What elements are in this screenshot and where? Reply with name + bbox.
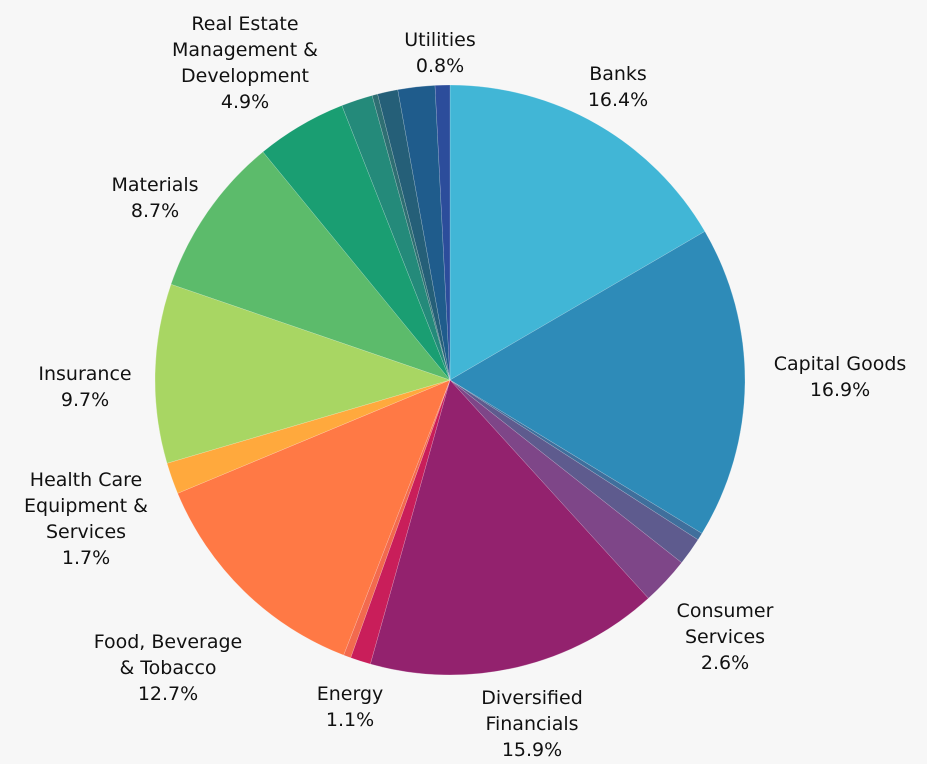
slice-segment-7 [343,379,451,659]
slice-utilities [434,84,451,381]
label-capital-goods: Capital Goods 16.9% [774,353,907,401]
slice-real-estate-management-development [341,95,451,381]
slice-diversified-financials [370,379,649,676]
slice-consumer-services [449,379,682,599]
slice-insurance [154,283,451,464]
slice-energy [350,379,451,665]
slice-segment-12 [262,105,451,381]
slice-capital-goods [449,231,746,534]
label-diversified-financials: Diversified Financials 15.9% [481,687,583,761]
label-real-estate-management-development: Real Estate Management & Development 4.9% [172,13,318,113]
pie-slices [154,84,746,676]
slice-segment-16 [397,85,451,381]
label-banks: Banks 16.4% [588,63,648,111]
label-consumer-services: Consumer Services 2.6% [677,600,774,674]
slice-segment-3 [449,379,699,564]
slice-banks [449,84,706,381]
label-utilities: Utilities 0.8% [404,29,476,77]
slice-health-care-equipment-services [166,379,451,494]
label-health-care-equipment-services: Health Care Equipment & Services 1.7% [24,469,148,569]
slice-segment-2 [449,379,703,541]
slice-materials [170,151,451,381]
label-insurance: Insurance 9.7% [38,363,131,411]
label-materials: Materials 8.7% [111,174,198,222]
slice-labels: Banks 16.4% Capital Goods 16.9% Consumer Serv… [24,13,906,761]
label-food-beverage-tobacco: Food, Beverage & Tobacco 12.7% [94,631,243,705]
slice-segment-15 [377,89,451,381]
slice-food-beverage-tobacco [177,379,451,656]
slice-segment-14 [371,93,451,381]
label-energy: Energy 1.1% [317,683,384,731]
